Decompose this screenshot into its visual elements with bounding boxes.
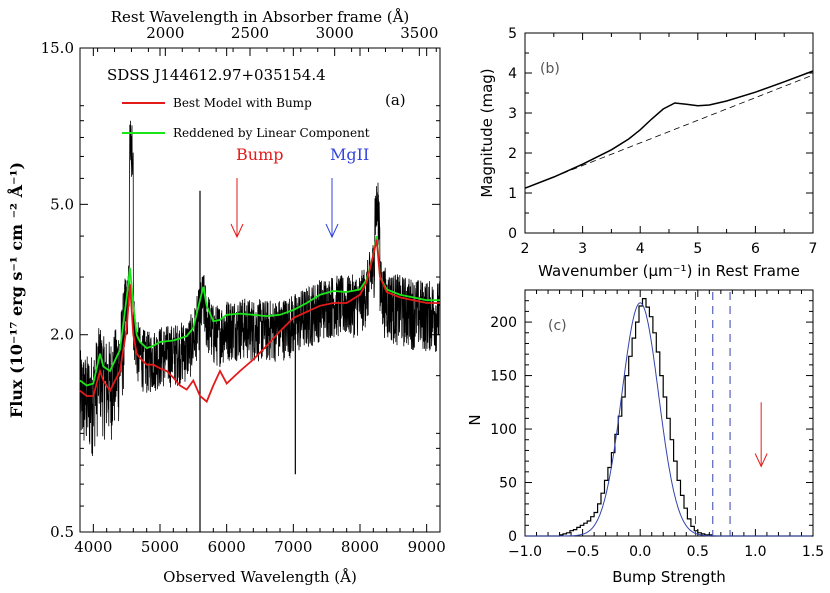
- x-tick-label: −0.5: [566, 544, 600, 560]
- x-tick-label: 6: [751, 241, 760, 257]
- x-tick-label: 3: [578, 241, 587, 257]
- observed-spectrum-line: [79, 120, 441, 457]
- panel-a-title: SDSS J144612.97+035154.4: [107, 66, 326, 84]
- panel-c-series: [525, 292, 813, 537]
- y-tick-label: 0: [508, 226, 517, 242]
- panel-b-series: [524, 70, 814, 189]
- x-tick-label: 0.0: [629, 544, 651, 560]
- gaussian-fit-line: [525, 302, 812, 537]
- panel-b: 2 3 4 5 6 7 0 1 2 3 4 5 (b) Wavenumber (μm⁻¹) in Re…: [478, 26, 817, 280]
- x-tick-label: −1.0: [508, 544, 542, 560]
- panel-a-series: [79, 235, 440, 404]
- x-tick-label: 4: [636, 241, 645, 257]
- panel-c-x-axis-label: Bump Strength: [612, 568, 726, 586]
- panel-a-axes: 4000 5000 6000 7000 8000 9000 0.5 2.0 5.0 15.0 200…: [41, 24, 446, 556]
- panel-a-x-axis-label: Observed Wavelength (Å): [163, 568, 357, 586]
- y-tick-label: 150: [490, 369, 517, 385]
- y-tick-label: 15.0: [41, 39, 74, 57]
- x-tick-label: 1.0: [744, 544, 766, 560]
- y-tick-label: 50: [499, 476, 517, 492]
- bump-strength-arrow: [754, 402, 768, 468]
- panel-b-frame: [524, 32, 814, 234]
- y-tick-label: 2: [508, 146, 517, 162]
- top-tick-label: 3000: [316, 24, 354, 42]
- arrow-head: [754, 453, 768, 468]
- mgii-annotation: MgII: [330, 145, 369, 164]
- x-tick-label: 9000: [408, 538, 446, 556]
- y-tick-label: 0: [508, 529, 517, 545]
- y-tick-label: 2.0: [50, 326, 74, 344]
- y-tick-label: 4: [508, 66, 517, 82]
- linear-component-line: [524, 74, 814, 189]
- y-tick-label: 3: [508, 106, 517, 122]
- panel-a-top-axis-label: Rest Wavelength in Absorber frame (Å): [111, 8, 410, 26]
- panel-b-x-axis-label: Wavenumber (μm⁻¹) in Rest Frame: [538, 262, 800, 280]
- histogram-steps: [525, 298, 813, 537]
- legend-label-best-model: Best Model with Bump: [173, 96, 312, 110]
- top-tick-label: 3500: [400, 24, 438, 42]
- panel-c-axes: −1.0 −0.5 0.0 0.5 1.0 1.5 0 50 100 150 200: [490, 290, 824, 560]
- magnitude-curve: [524, 70, 814, 189]
- y-tick-label: 200: [490, 315, 517, 331]
- panel-c-label: (c): [548, 318, 567, 334]
- x-tick-label: 7000: [274, 538, 312, 556]
- panel-b-y-axis-label: Magnitude (mag): [478, 68, 496, 197]
- y-tick-label: 5.0: [50, 195, 74, 213]
- x-tick-label: 5000: [141, 538, 179, 556]
- x-tick-label: 8000: [341, 538, 379, 556]
- bump-arrow: [230, 178, 244, 239]
- x-tick-label: 2: [521, 241, 530, 257]
- panel-c-frame: [524, 289, 814, 537]
- y-tick-label: 0.5: [50, 523, 74, 541]
- x-tick-label: 1.5: [802, 544, 824, 560]
- panel-a-y-axis-label: Flux (10⁻¹⁷ erg s⁻¹ cm ⁻² Å⁻¹): [5, 162, 26, 418]
- x-tick-label: 5: [693, 241, 702, 257]
- panel-a: 4000 5000 6000 7000 8000 9000 0.5 2.0 5.0 15.0 200…: [5, 8, 446, 586]
- panel-a-label: (a): [385, 91, 406, 109]
- legend-label-reddened: Reddened by Linear Component: [173, 126, 370, 140]
- x-tick-label: 4000: [74, 538, 112, 556]
- x-tick-label: 7: [809, 241, 818, 257]
- panel-b-axes: 2 3 4 5 6 7 0 1 2 3 4 5: [508, 26, 817, 257]
- panel-c-y-axis-label: N: [466, 414, 484, 425]
- bump-annotation: Bump: [236, 145, 283, 164]
- observed-spectrum: [79, 120, 441, 532]
- top-tick-label: 2500: [231, 24, 269, 42]
- x-tick-label: 0.5: [687, 544, 709, 560]
- panel-c: −1.0 −0.5 0.0 0.5 1.0 1.5 0 50 100 150 200 (c) Bum…: [466, 289, 824, 586]
- panel-b-label: (b): [540, 61, 560, 77]
- mgii-arrow: [325, 178, 339, 239]
- best-model-line: [79, 239, 440, 404]
- y-tick-label: 100: [490, 422, 517, 438]
- y-tick-label: 5: [508, 26, 517, 42]
- top-tick-label: 2000: [146, 24, 184, 42]
- y-tick-label: 1: [508, 186, 517, 202]
- x-tick-label: 6000: [208, 538, 246, 556]
